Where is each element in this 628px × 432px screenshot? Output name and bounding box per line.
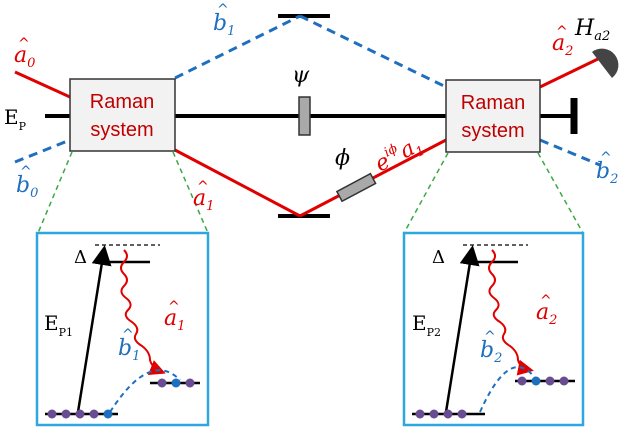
pump-label: EP2	[412, 311, 441, 339]
detector-label: Ha2	[574, 16, 610, 44]
raman-left-line1: Raman	[90, 91, 154, 113]
phi-label: ϕ	[335, 146, 350, 171]
stokes-label: a2	[536, 300, 557, 328]
raman-left-line2: system	[90, 119, 153, 141]
hat-mark: ^	[197, 179, 209, 195]
spin-label: b2	[480, 338, 502, 366]
green-connector	[537, 152, 584, 234]
svg-text:eiϕa1: eiϕa1	[370, 130, 428, 180]
inset-left	[35, 231, 210, 427]
delta-label: Δ	[74, 247, 87, 268]
a1-phase-label: eiϕa1	[370, 130, 428, 180]
a2-beam	[539, 56, 601, 89]
hat-mark: ^	[217, 2, 229, 18]
stokes-wavy-arrow	[120, 249, 166, 375]
green-connector	[172, 151, 209, 234]
hat-mark: ^	[540, 293, 552, 309]
b0-label: b0	[16, 173, 38, 201]
pump-arrow	[76, 245, 112, 413]
raman-box-right	[445, 79, 541, 153]
b1-beam-left	[174, 14, 301, 80]
b2-label: b2	[596, 159, 618, 187]
atoms-spin	[517, 376, 569, 386]
stokes-label: a1	[164, 306, 185, 334]
atoms-ground	[47, 409, 113, 419]
a1-lower-label: a1	[193, 186, 214, 214]
green-connector	[37, 151, 73, 234]
raman-right-line1: Raman	[461, 92, 525, 114]
spin-wave-arc	[109, 369, 181, 413]
hat-mark: ^	[556, 24, 568, 40]
hat-mark: ^	[168, 299, 180, 315]
hat-mark: ^	[18, 36, 30, 52]
hat-mark: ^	[600, 150, 612, 166]
raman-box-left	[69, 78, 176, 152]
a0-label: a0	[14, 43, 35, 71]
hat-mark: ^	[122, 327, 134, 343]
b2-beam	[539, 138, 601, 167]
inset-right	[402, 231, 585, 427]
b1-top-label: b1	[213, 11, 235, 39]
a1-beam-left	[174, 148, 301, 218]
a2-label: a2	[552, 31, 573, 59]
a0-beam	[14, 70, 71, 99]
phi-plate	[335, 172, 377, 203]
psi-label: ψ	[292, 63, 310, 88]
hat-mark: ^	[484, 329, 496, 345]
green-connector	[403, 152, 449, 234]
pump-arrow	[444, 245, 480, 413]
atoms-ground	[415, 409, 467, 419]
pump-label: EP	[4, 105, 27, 133]
b1-beam-right	[299, 14, 447, 89]
raman-right-line2: system	[461, 120, 524, 142]
stokes-wavy-arrow	[488, 249, 534, 376]
pump-label: EP1	[44, 311, 73, 339]
detector-icon	[592, 48, 619, 78]
spin-label: b1	[118, 336, 140, 364]
atoms-spin	[157, 378, 195, 388]
b0-beam	[14, 138, 71, 164]
hat-mark: ^	[20, 164, 32, 180]
psi-plate	[298, 96, 311, 136]
spin-wave-arc	[479, 366, 536, 413]
delta-label: Δ	[432, 247, 445, 268]
